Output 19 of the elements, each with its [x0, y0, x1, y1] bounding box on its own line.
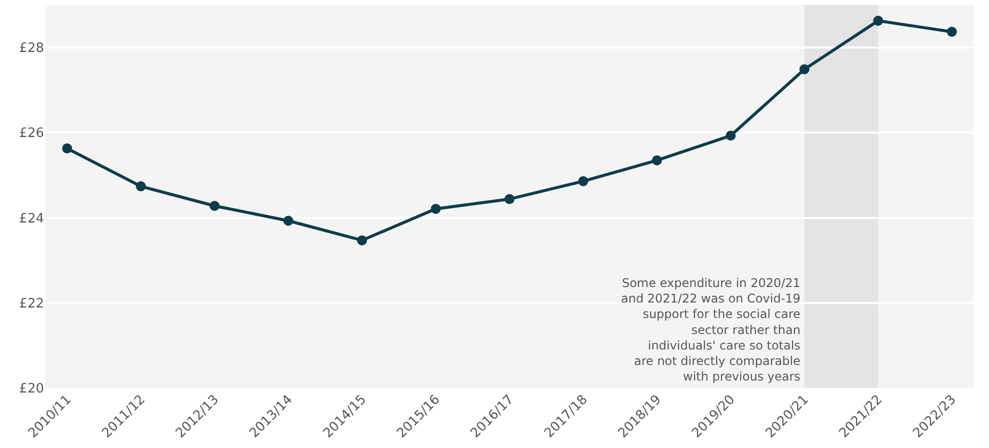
y-tick-label: £22	[19, 296, 44, 312]
point	[873, 16, 884, 26]
point	[504, 194, 514, 204]
point	[652, 155, 662, 166]
point	[430, 204, 441, 214]
point	[578, 176, 588, 186]
point	[283, 216, 294, 226]
point	[799, 64, 810, 74]
point	[62, 143, 72, 154]
point	[357, 235, 368, 246]
y-tick-label: £24	[19, 211, 44, 226]
y-tick-label: £28	[19, 41, 44, 56]
point	[726, 130, 736, 141]
point	[946, 26, 957, 37]
annotation: Some expenditure in 2020/21 and 2021/22 was on Covid-19 support for the social care sector rather than individuals' care so totals are not directly comparable with previous years	[621, 276, 800, 384]
point	[210, 200, 220, 211]
y-tick-label: £20	[19, 382, 44, 397]
y-tick-label: £26	[19, 126, 44, 142]
point	[136, 181, 146, 192]
